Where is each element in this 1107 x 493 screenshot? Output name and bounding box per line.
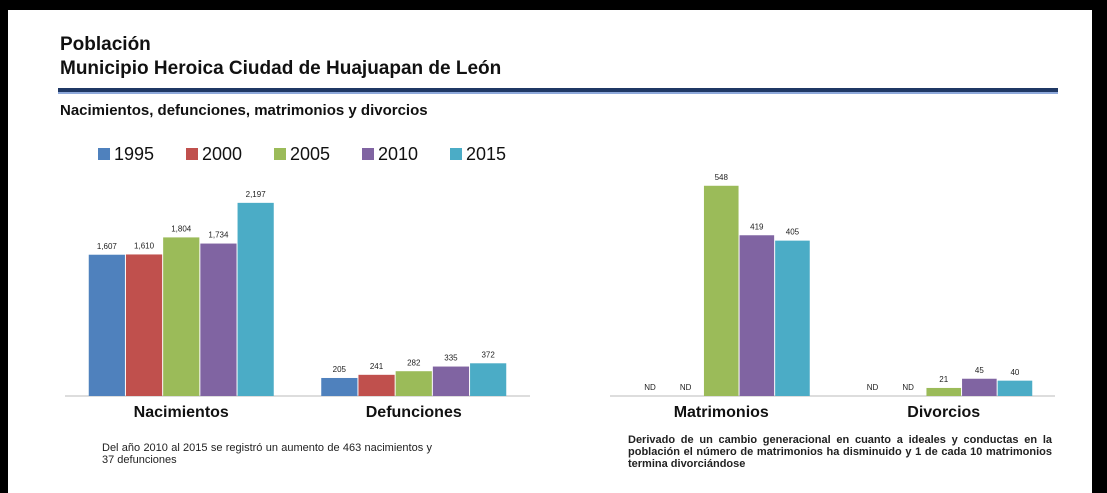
bar [703, 185, 739, 396]
value-label: 40 [1010, 368, 1019, 377]
value-label: 205 [333, 365, 347, 374]
rule-light [58, 92, 1058, 94]
value-label: 419 [750, 222, 764, 231]
value-label: 2,197 [246, 190, 267, 199]
value-label: 1,610 [134, 242, 155, 251]
legend-label: 1995 [114, 144, 154, 164]
value-label: ND [644, 383, 656, 392]
value-label: ND [867, 383, 879, 392]
legend-swatch [274, 148, 286, 160]
value-label: ND [902, 383, 914, 392]
bar [997, 380, 1033, 396]
value-label: 241 [370, 362, 384, 371]
legend-label: 2015 [466, 144, 506, 164]
value-label: 548 [715, 173, 729, 182]
value-label: ND [680, 383, 692, 392]
title: Población [60, 34, 151, 55]
legend-label: 2010 [378, 144, 418, 164]
category-label: Defunciones [366, 404, 462, 421]
category-label: Nacimientos [134, 404, 229, 421]
value-label: 282 [407, 358, 421, 367]
legend-swatch [362, 148, 374, 160]
legend-swatch [98, 148, 110, 160]
note: Del año 2010 al 2015 se registró un aume… [102, 442, 432, 466]
section-title: Nacimientos, defunciones, matrimonios y … [60, 102, 428, 119]
bar [962, 378, 997, 396]
bar [88, 254, 125, 396]
bar [237, 202, 274, 396]
bar [470, 363, 507, 396]
value-label: 1,607 [97, 242, 118, 251]
category-label: Divorcios [907, 404, 980, 421]
value-label: 1,804 [171, 225, 192, 234]
value-label: 335 [444, 354, 458, 363]
value-label: 1,734 [208, 231, 229, 240]
rule [58, 88, 1058, 92]
note: Derivado de un cambio generacional en cu… [628, 434, 1052, 470]
bar [739, 235, 775, 396]
value-label: 372 [481, 350, 495, 359]
category-label: Matrimonios [674, 404, 769, 421]
bar [163, 237, 200, 396]
bar [321, 377, 358, 396]
bar [200, 243, 237, 396]
bar [775, 240, 810, 396]
bar [926, 387, 962, 396]
value-label: 21 [939, 375, 948, 384]
bar [125, 254, 163, 396]
value-label: 45 [975, 366, 984, 375]
legend-label: 2005 [290, 144, 330, 164]
legend-swatch [186, 148, 198, 160]
bar [432, 366, 470, 396]
legend-swatch [450, 148, 462, 160]
value-label: 405 [786, 228, 800, 237]
legend-label: 2000 [202, 144, 242, 164]
subtitle: Municipio Heroica Ciudad de Huajuapan de… [60, 58, 502, 79]
bar [358, 374, 395, 396]
bar [395, 371, 432, 396]
